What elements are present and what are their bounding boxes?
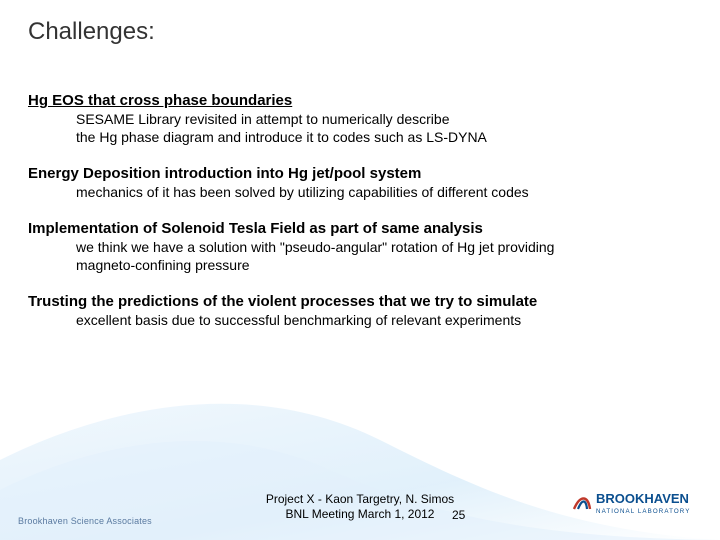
- section-body: SESAME Library revisited in attempt to n…: [28, 111, 692, 147]
- section-heading: Implementation of Solenoid Tesla Field a…: [28, 220, 692, 237]
- slide-container: Challenges: Hg EOS that cross phase boun…: [0, 0, 720, 540]
- logo-sub-text: NATIONAL LABORATORY: [596, 508, 690, 515]
- section-heading: Trusting the predictions of the violent …: [28, 293, 692, 310]
- section-3: Implementation of Solenoid Tesla Field a…: [28, 220, 692, 275]
- section-body: excellent basis due to successful benchm…: [28, 312, 692, 330]
- footer-line2: BNL Meeting March 1, 2012: [286, 507, 435, 521]
- section-body: we think we have a solution with "pseudo…: [28, 239, 692, 275]
- section-4: Trusting the predictions of the violent …: [28, 293, 692, 330]
- logo-arc-icon: [578, 502, 587, 510]
- logo-svg: BROOKHAVEN NATIONAL LABORATORY: [572, 485, 702, 519]
- slide-title: Challenges:: [28, 18, 692, 46]
- section-heading: Hg EOS that cross phase boundaries: [28, 92, 692, 109]
- footer-line1: Project X - Kaon Targetry, N. Simos: [266, 492, 454, 506]
- section-2: Energy Deposition introduction into Hg j…: [28, 165, 692, 202]
- brookhaven-logo: BROOKHAVEN NATIONAL LABORATORY: [572, 485, 702, 524]
- footer: Brookhaven Science Associates Project X …: [0, 482, 720, 526]
- section-heading: Energy Deposition introduction into Hg j…: [28, 165, 692, 182]
- section-1: Hg EOS that cross phase boundaries SESAM…: [28, 92, 692, 147]
- logo-main-text: BROOKHAVEN: [596, 491, 689, 506]
- page-number: 25: [452, 508, 465, 522]
- section-body: mechanics of it has been solved by utili…: [28, 184, 692, 202]
